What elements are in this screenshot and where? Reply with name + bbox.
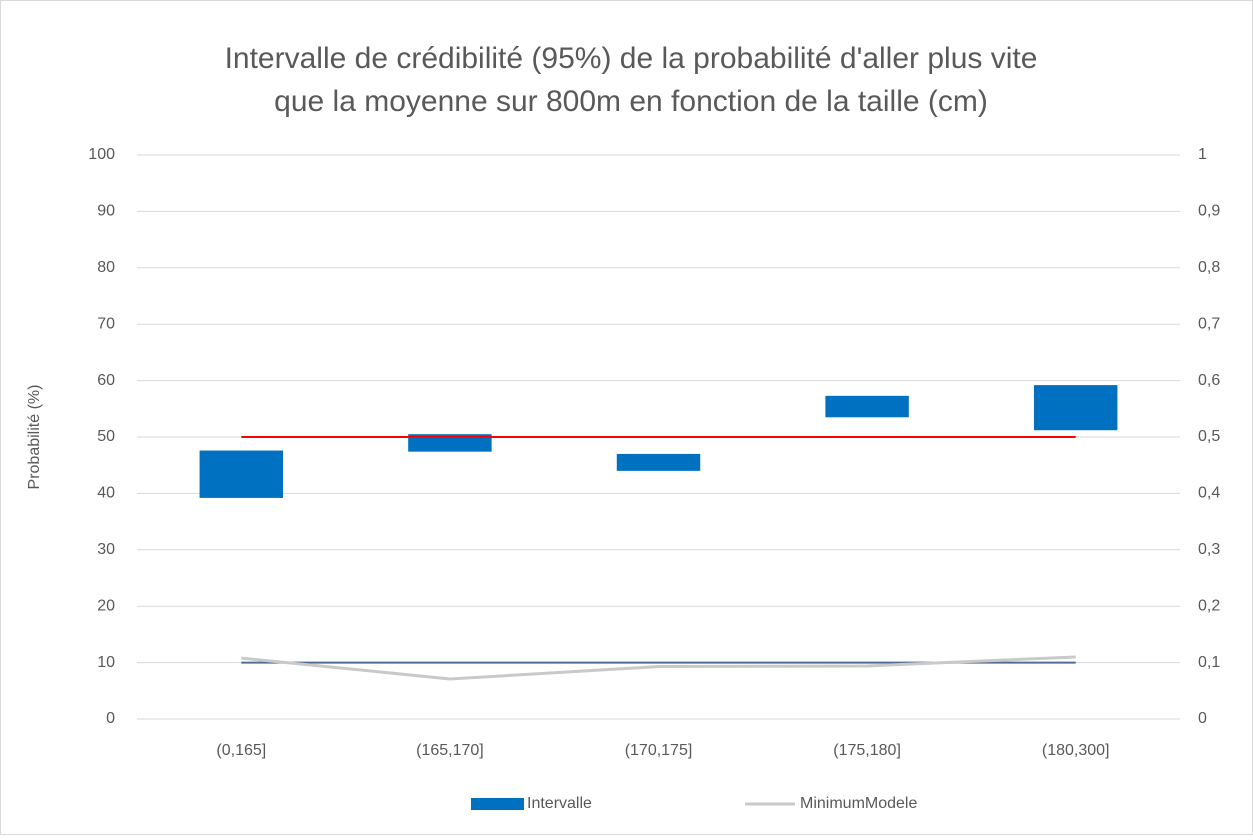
y2-tick-label: 0,2 bbox=[1198, 597, 1220, 614]
x-tick-label: (180,300] bbox=[1042, 742, 1110, 759]
y-tick-label: 50 bbox=[97, 428, 115, 445]
legend-swatch bbox=[471, 798, 524, 810]
y2-tick-label: 0 bbox=[1198, 710, 1207, 727]
x-tick-label: (170,175] bbox=[625, 742, 693, 759]
y-tick-label: 40 bbox=[97, 485, 115, 502]
y2-tick-label: 0,9 bbox=[1198, 203, 1220, 220]
legend-label: Intervalle bbox=[527, 795, 592, 812]
y2-tick-label: 0,3 bbox=[1198, 541, 1220, 558]
y-tick-label: 30 bbox=[97, 541, 115, 558]
y-tick-label: 20 bbox=[97, 597, 115, 614]
bar bbox=[408, 434, 492, 452]
chart-title: que la moyenne sur 800m en fonction de l… bbox=[274, 85, 988, 118]
y-tick-label: 60 bbox=[97, 372, 115, 389]
bar bbox=[825, 395, 909, 418]
line-series bbox=[241, 655, 1076, 681]
y-tick-label: 80 bbox=[97, 259, 115, 276]
y-axis-label: Probabilité (%) bbox=[26, 385, 43, 490]
y2-tick-label: 0,5 bbox=[1198, 428, 1220, 445]
bar bbox=[199, 450, 284, 498]
y-tick-label: 10 bbox=[97, 654, 115, 671]
y2-tick-label: 1 bbox=[1198, 146, 1207, 163]
y2-tick-label: 0,4 bbox=[1198, 485, 1220, 502]
x-tick-label: (175,180] bbox=[833, 742, 901, 759]
legend-label: MinimumModele bbox=[800, 795, 917, 812]
y-tick-label: 70 bbox=[97, 315, 115, 332]
y-tick-label: 90 bbox=[97, 203, 115, 220]
x-tick-label: (165,170] bbox=[416, 742, 484, 759]
y2-tick-label: 0,1 bbox=[1198, 654, 1220, 671]
bar bbox=[616, 453, 701, 471]
y-tick-label: 100 bbox=[88, 146, 115, 163]
chart-title: Intervalle de crédibilité (95%) de la pr… bbox=[225, 42, 1038, 75]
x-tick-label: (0,165] bbox=[216, 742, 266, 759]
y2-tick-label: 0,6 bbox=[1198, 372, 1220, 389]
y-tick-label: 0 bbox=[106, 710, 115, 727]
y2-tick-label: 0,7 bbox=[1198, 315, 1220, 332]
y2-tick-label: 0,8 bbox=[1198, 259, 1220, 276]
bar bbox=[1033, 385, 1118, 431]
